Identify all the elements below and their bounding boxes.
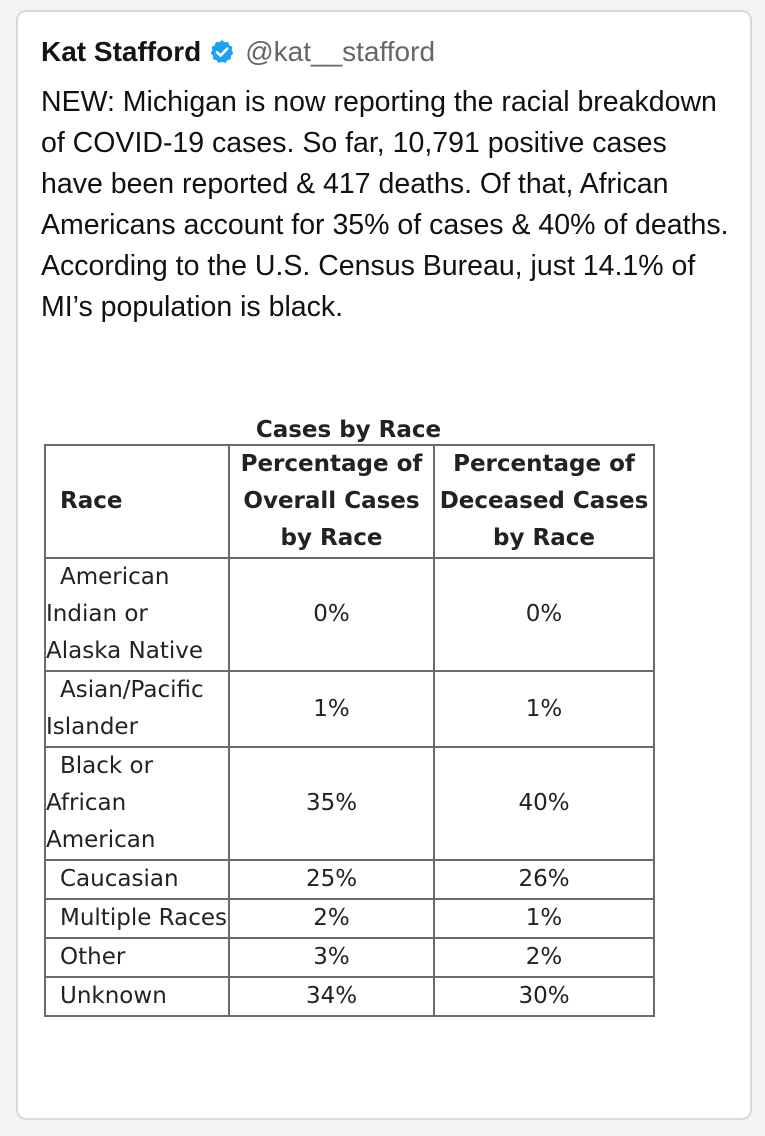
- race-label: Multiple Races: [60, 905, 228, 931]
- table-row: Asian/Pacific Islander 1% 1%: [44, 670, 655, 748]
- table-row: American Indian or Alaska Native 0% 0%: [44, 557, 655, 672]
- deceased-cell: 0%: [433, 557, 655, 672]
- race-label: American Indian or Alaska Native: [46, 564, 203, 664]
- race-cell: Multiple Races: [44, 898, 230, 939]
- tweet-header: Kat Stafford @kat__stafford: [41, 36, 435, 68]
- deceased-cell: 1%: [433, 670, 655, 748]
- race-cell: Other: [44, 937, 230, 978]
- race-label: Black or African American: [46, 753, 156, 853]
- tweet-text: NEW: Michigan is now reporting the racia…: [41, 86, 729, 323]
- author-handle[interactable]: @kat__stafford: [245, 36, 436, 67]
- table-row: Caucasian 25% 26%: [44, 859, 655, 900]
- header-deceased-cases: Percentage of Deceased Cases by Race: [433, 444, 655, 559]
- race-cell: American Indian or Alaska Native: [44, 557, 230, 672]
- table-header-row: Race Percentage of Overall Cases by Race…: [44, 444, 655, 559]
- race-label: Caucasian: [60, 866, 179, 892]
- deceased-cell: 30%: [433, 976, 655, 1017]
- deceased-cell: 26%: [433, 859, 655, 900]
- table-row: Unknown 34% 30%: [44, 976, 655, 1017]
- deceased-cell: 1%: [433, 898, 655, 939]
- author-name[interactable]: Kat Stafford: [41, 36, 202, 67]
- header-race: Race: [44, 444, 230, 559]
- race-label: Unknown: [60, 983, 167, 1009]
- race-cell: Unknown: [44, 976, 230, 1017]
- deceased-cell: 2%: [433, 937, 655, 978]
- race-label: Other: [60, 944, 126, 970]
- header-overall-cases: Percentage of Overall Cases by Race: [228, 444, 435, 559]
- overall-cell: 3%: [228, 937, 435, 978]
- race-cell: Black or African American: [44, 746, 230, 861]
- verified-badge-icon: [209, 39, 235, 65]
- race-cell: Asian/Pacific Islander: [44, 670, 230, 748]
- overall-cell: 25%: [228, 859, 435, 900]
- overall-cell: 0%: [228, 557, 435, 672]
- race-cell: Caucasian: [44, 859, 230, 900]
- table-row: Multiple Races 2% 1%: [44, 898, 655, 939]
- table-row: Other 3% 2%: [44, 937, 655, 978]
- overall-cell: 35%: [228, 746, 435, 861]
- deceased-cell: 40%: [433, 746, 655, 861]
- overall-cell: 2%: [228, 898, 435, 939]
- overall-cell: 34%: [228, 976, 435, 1017]
- cases-by-race-table: Race Percentage of Overall Cases by Race…: [44, 444, 655, 1017]
- overall-cell: 1%: [228, 670, 435, 748]
- table-title: Cases by Race: [255, 417, 442, 443]
- table-row: Black or African American 35% 40%: [44, 746, 655, 861]
- race-label: Asian/Pacific Islander: [46, 677, 204, 740]
